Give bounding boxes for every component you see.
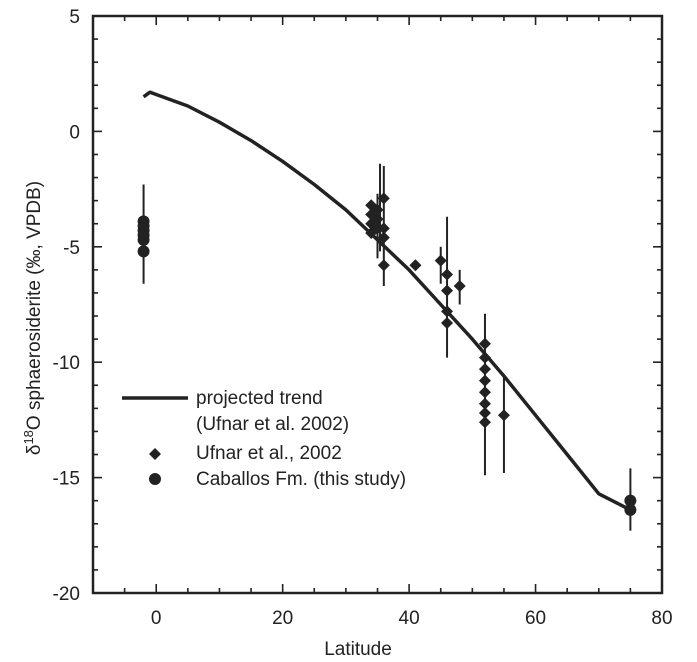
diamond-point <box>371 203 384 216</box>
diamond-point <box>478 351 491 364</box>
trend-line-layer <box>142 90 632 512</box>
x-tick-label: 80 <box>651 608 672 629</box>
data-points-layer <box>137 192 637 516</box>
legend-label-trend: projected trend <box>196 388 323 409</box>
legend-label-ufnar: Ufnar et al., 2002 <box>196 443 342 464</box>
diamond-point <box>478 416 491 429</box>
diamond-point <box>377 259 390 272</box>
diamond-point <box>377 231 390 244</box>
x-tick-labels: 0 20 40 60 80 <box>151 608 673 629</box>
circle-point <box>624 503 637 516</box>
legend-label-caballos: Caballos Fm. (this study) <box>196 469 406 490</box>
y-tick-label: 0 <box>69 122 80 143</box>
diamond-point <box>478 397 491 410</box>
x-axis-title: Latitude <box>324 639 392 660</box>
y-tick-label: -5 <box>63 238 80 259</box>
y-axis-title: δ18O sphaerosiderite (‰, VPDB) <box>21 181 46 455</box>
y-axis-title-delta: δ <box>24 445 45 456</box>
y-axis-title-rest: O sphaerosiderite (‰, VPDB) <box>24 181 45 430</box>
diamond-point <box>377 192 390 205</box>
diamond-point <box>441 284 454 297</box>
diamond-point <box>441 316 454 329</box>
diamond-point <box>478 406 491 419</box>
diamond-point <box>478 374 491 387</box>
legend-diamond-icon <box>149 448 161 460</box>
x-tick-label: 0 <box>151 608 162 629</box>
diamond-point <box>371 213 384 226</box>
diamond-point <box>409 259 422 272</box>
diamond-point <box>478 363 491 376</box>
diamond-point <box>441 305 454 318</box>
x-tick-label: 60 <box>525 608 546 629</box>
diamond-point <box>478 386 491 399</box>
trend-line <box>142 90 632 512</box>
diamond-point <box>434 254 447 267</box>
diamond-point <box>377 222 390 235</box>
diamond-point <box>441 268 454 281</box>
circle-point <box>137 233 150 246</box>
diamond-point <box>371 222 384 235</box>
y-axis-title-superscript: 18 <box>21 430 36 444</box>
legend-circle-icon <box>149 473 161 485</box>
circle-point <box>624 494 637 507</box>
axis-ticks <box>92 15 663 594</box>
y-tick-label: -20 <box>53 584 80 605</box>
y-tick-label: 5 <box>69 7 80 28</box>
x-tick-label: 40 <box>399 608 420 629</box>
y-tick-label: -15 <box>53 469 80 490</box>
legend: projected trend (Ufnar et al. 2002) Ufna… <box>122 388 406 490</box>
legend-label-trend-source: (Ufnar et al. 2002) <box>196 414 349 435</box>
diamond-point <box>497 409 510 422</box>
diamond-point <box>478 337 491 350</box>
y-tick-labels: 5 0 -5 -10 -15 -20 <box>53 7 80 605</box>
diamond-point <box>453 280 466 293</box>
circle-point <box>137 245 150 258</box>
x-tick-label: 20 <box>272 608 293 629</box>
y-tick-label: -10 <box>53 353 80 374</box>
